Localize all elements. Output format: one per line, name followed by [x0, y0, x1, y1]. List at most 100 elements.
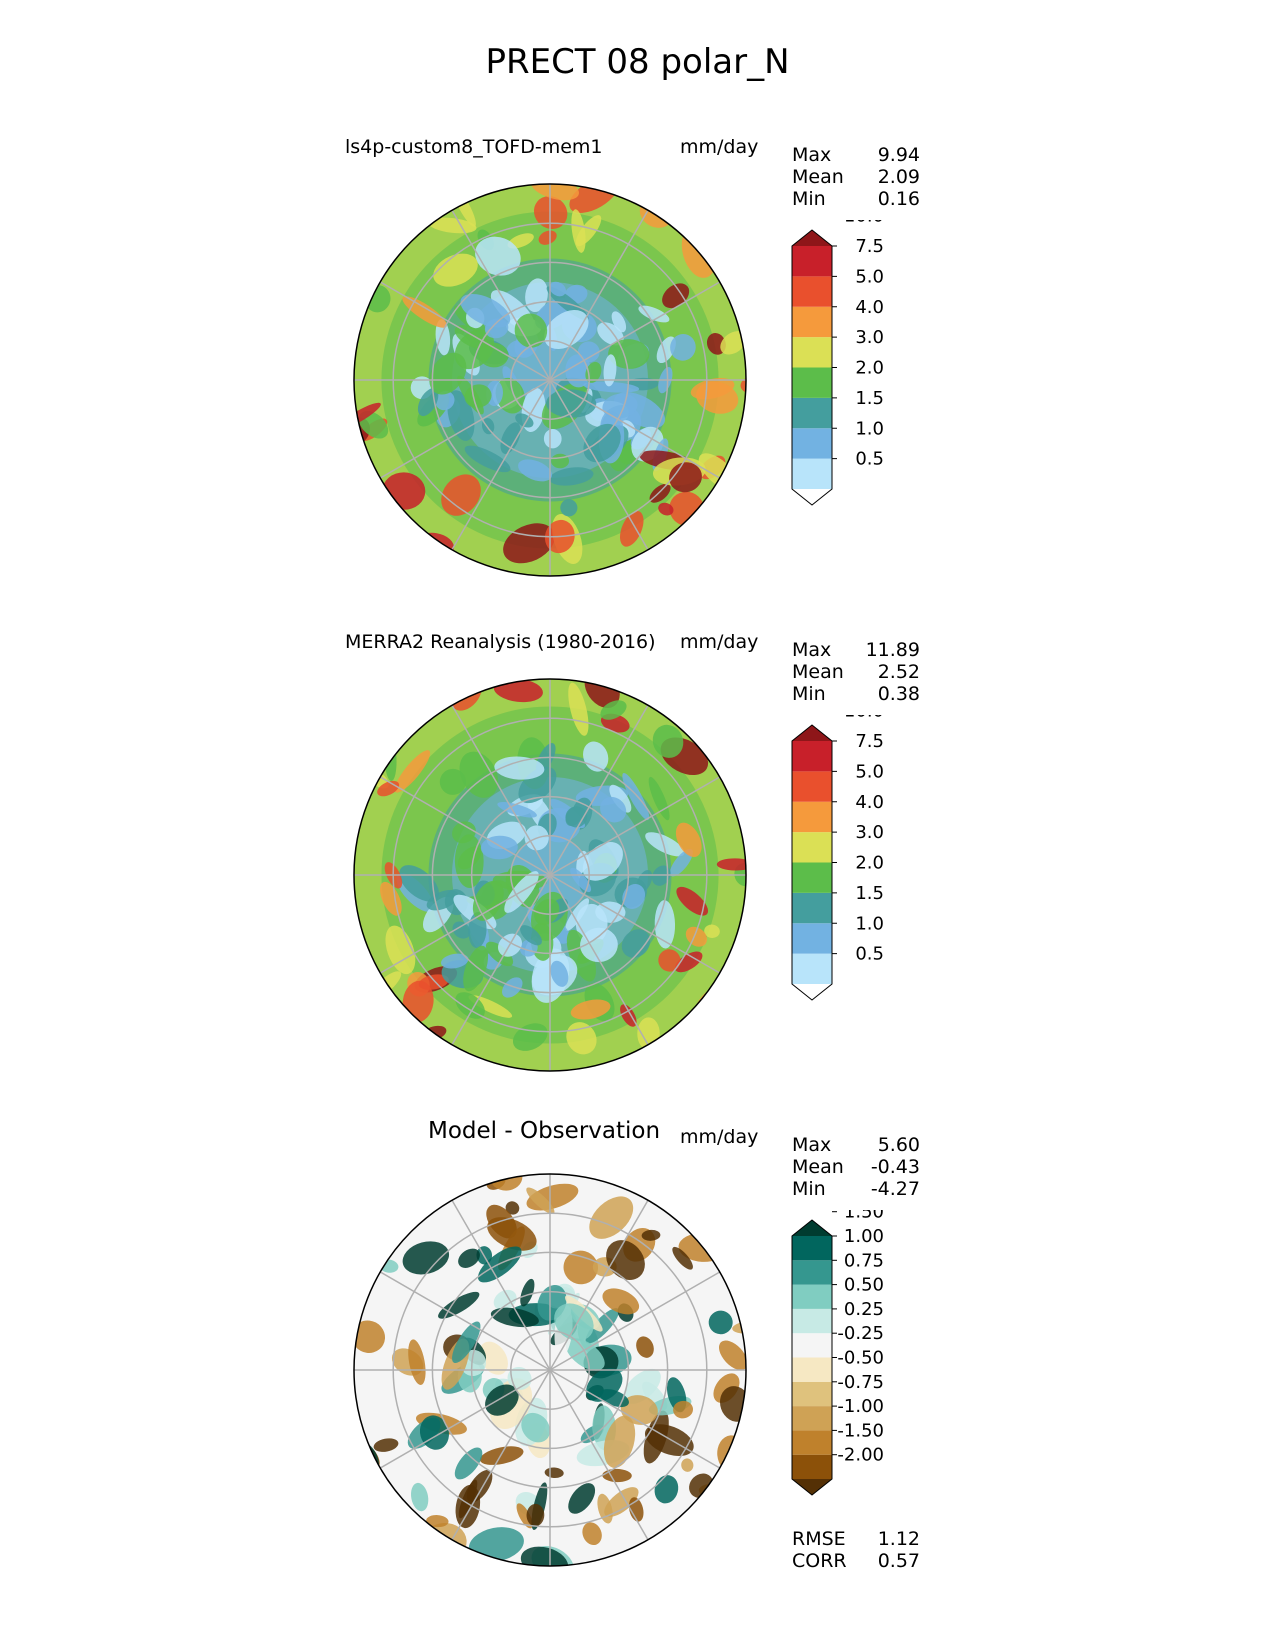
- colorbar-bin: [792, 1260, 832, 1285]
- colorbar-extend-low: [792, 1479, 832, 1495]
- colorbar-bin: [792, 892, 832, 924]
- map-boundary: [353, 1173, 747, 1567]
- stat-value: -4.27: [870, 1178, 920, 1200]
- colorbar-extend-high: [792, 725, 832, 741]
- polar-map: [353, 183, 747, 577]
- stat-label: Mean: [792, 166, 844, 188]
- panel-difference: Model - Observation mm/day Max 5.60 Mean -…: [0, 1118, 1275, 1590]
- colorbar-bin: [792, 1406, 832, 1431]
- stat-label: Min: [792, 188, 826, 210]
- stat-label: Mean: [792, 1156, 844, 1178]
- colorbar-tick-label: -1.50: [837, 1420, 884, 1441]
- colorbar-tick-label: 0.75: [844, 1250, 884, 1271]
- colorbar-tick-label: 0.5: [855, 449, 884, 470]
- units-label: mm/day: [680, 136, 759, 158]
- stat-value: 2.09: [877, 166, 920, 188]
- colorbar-bin: [792, 337, 832, 368]
- colorbar-tick-label: -0.50: [837, 1348, 884, 1369]
- colorbar-tick-label: 0.5: [855, 944, 884, 965]
- panel-title: Model - Observation: [428, 1118, 661, 1144]
- colorbar-tick-label: 5.0: [855, 266, 884, 287]
- units-label: mm/day: [680, 1126, 759, 1148]
- panel-title: MERRA2 Reanalysis (1980-2016): [345, 631, 656, 653]
- colorbar-bin: [792, 1284, 832, 1309]
- stat-value: 1.12: [877, 1528, 920, 1550]
- colorbar-bin: [792, 276, 832, 307]
- stat-value: 0.57: [877, 1550, 920, 1572]
- stat-value: 0.16: [877, 188, 920, 210]
- stat-value: 2.52: [877, 661, 920, 683]
- panel-model: ls4p-custom8_TOFD-mem1 mm/day Max 9.94 Me…: [0, 130, 1275, 600]
- colorbar: -2.00 -1.50 -1.00 -0.75 -0.50 -0.25 0.25 0.50 0.…: [791, 1210, 884, 1496]
- colorbar-tick-label: -0.25: [837, 1323, 884, 1344]
- stat-value: 9.94: [877, 144, 920, 166]
- colorbar-bin: [792, 428, 832, 459]
- colorbar-extend-low: [792, 489, 832, 505]
- graticule: [354, 1174, 746, 1566]
- panel-observation: MERRA2 Reanalysis (1980-2016) mm/day Max…: [0, 625, 1275, 1095]
- polar-map: [353, 1173, 747, 1567]
- colorbar-tick-label: 3.0: [855, 822, 884, 843]
- stat-label: Max: [792, 1134, 832, 1156]
- stats-box: Max 9.94 Mean 2.09 Min 0.16: [792, 144, 920, 210]
- colorbar-tick-label: 2.0: [855, 853, 884, 874]
- colorbar: 0.5 1.0 1.5 2.0 3.0 4.0 5.0 7.5 10.0: [791, 715, 884, 1001]
- colorbar-bin: [792, 306, 832, 338]
- stat-label: Mean: [792, 661, 844, 683]
- colorbar-bin: [792, 771, 832, 802]
- colorbar-tick-label: 7.5: [855, 236, 884, 257]
- colorbar-bin: [792, 1236, 832, 1261]
- colorbar-extend-high: [792, 230, 832, 246]
- panel-title: ls4p-custom8_TOFD-mem1: [345, 136, 603, 158]
- colorbar-tick-label: 1.5: [855, 388, 884, 409]
- colorbar-tick-label: -2.00: [837, 1445, 884, 1466]
- stat-value: -0.43: [870, 1156, 920, 1178]
- stat-value: 11.89: [865, 639, 920, 661]
- colorbar-tick-label: 4.0: [855, 297, 884, 318]
- stat-label: Max: [792, 639, 832, 661]
- stats-box: Max 5.60 Mean -0.43 Min -4.27: [792, 1134, 920, 1200]
- polar-map: [353, 678, 747, 1072]
- colorbar-bin: [792, 1430, 832, 1455]
- units-label: mm/day: [680, 631, 759, 653]
- colorbar-tick-label: 1.00: [844, 1226, 884, 1247]
- colorbar-tick-label: 0.50: [844, 1275, 884, 1296]
- colorbar-bin: [792, 1308, 832, 1334]
- colorbar-tick-label: 10.0: [844, 220, 884, 227]
- colorbar-tick-label: 4.0: [855, 792, 884, 813]
- stat-value: 0.38: [877, 683, 920, 705]
- colorbar-bin: [792, 1333, 832, 1358]
- colorbar-tick-label: 5.0: [855, 761, 884, 782]
- page-title: PRECT 08 polar_N: [485, 42, 790, 82]
- colorbar-tick-label: -0.75: [837, 1372, 884, 1393]
- colorbar-extend-high: [792, 1220, 832, 1236]
- colorbar-tick-label: 1.0: [855, 913, 884, 934]
- stat-label: CORR: [792, 1550, 847, 1572]
- colorbar-bin: [792, 862, 832, 893]
- stat-value: 5.60: [877, 1134, 920, 1156]
- colorbar-tick-label: 1.50: [844, 1210, 884, 1223]
- colorbar-tick-label: 0.25: [844, 1299, 884, 1320]
- stat-label: Min: [792, 1178, 826, 1200]
- colorbar-bin: [792, 397, 832, 429]
- graticule: [354, 184, 746, 576]
- map-boundary: [353, 678, 747, 1072]
- colorbar-bin: [792, 458, 832, 489]
- colorbar-bin: [792, 1381, 832, 1407]
- stat-label: Min: [792, 683, 826, 705]
- stat-label: Max: [792, 144, 832, 166]
- colorbar-tick-label: 1.0: [855, 418, 884, 439]
- colorbar-bin: [792, 1454, 832, 1479]
- stats-box: Max 11.89 Mean 2.52 Min 0.38: [792, 639, 920, 705]
- colorbar-bin: [792, 832, 832, 863]
- rmse-corr-box: RMSE 1.12 CORR 0.57: [792, 1528, 920, 1572]
- colorbar-bin: [792, 1357, 832, 1382]
- colorbar-tick-label: 3.0: [855, 327, 884, 348]
- colorbar-tick-label: -1.00: [837, 1396, 884, 1417]
- colorbar-bin: [792, 741, 832, 772]
- colorbar-bin: [792, 367, 832, 398]
- graticule: [354, 679, 746, 1071]
- colorbar-bin: [792, 801, 832, 833]
- colorbar-tick-label: 10.0: [844, 715, 884, 722]
- colorbar-bin: [792, 953, 832, 984]
